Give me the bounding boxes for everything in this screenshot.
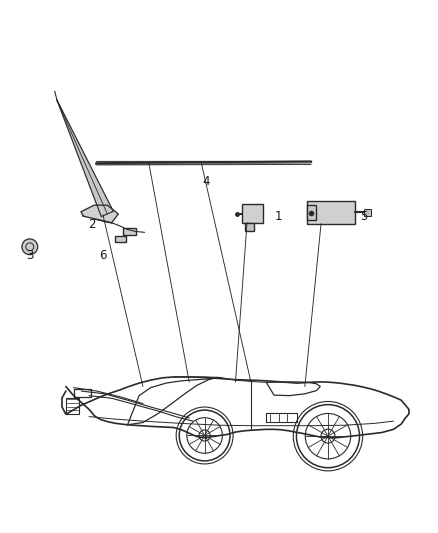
Circle shape <box>22 239 38 255</box>
Polygon shape <box>57 100 113 216</box>
FancyBboxPatch shape <box>242 204 263 223</box>
FancyBboxPatch shape <box>115 236 126 243</box>
Text: 5: 5 <box>360 209 367 223</box>
Text: 6: 6 <box>99 249 107 262</box>
FancyBboxPatch shape <box>307 201 355 223</box>
FancyBboxPatch shape <box>245 223 254 231</box>
Text: 1: 1 <box>274 209 282 223</box>
Polygon shape <box>96 161 311 165</box>
Polygon shape <box>81 205 118 223</box>
Text: 4: 4 <box>202 175 210 188</box>
Text: 2: 2 <box>88 219 96 231</box>
FancyBboxPatch shape <box>123 228 136 235</box>
Text: 3: 3 <box>26 249 33 262</box>
FancyBboxPatch shape <box>364 209 371 216</box>
FancyBboxPatch shape <box>307 205 316 220</box>
